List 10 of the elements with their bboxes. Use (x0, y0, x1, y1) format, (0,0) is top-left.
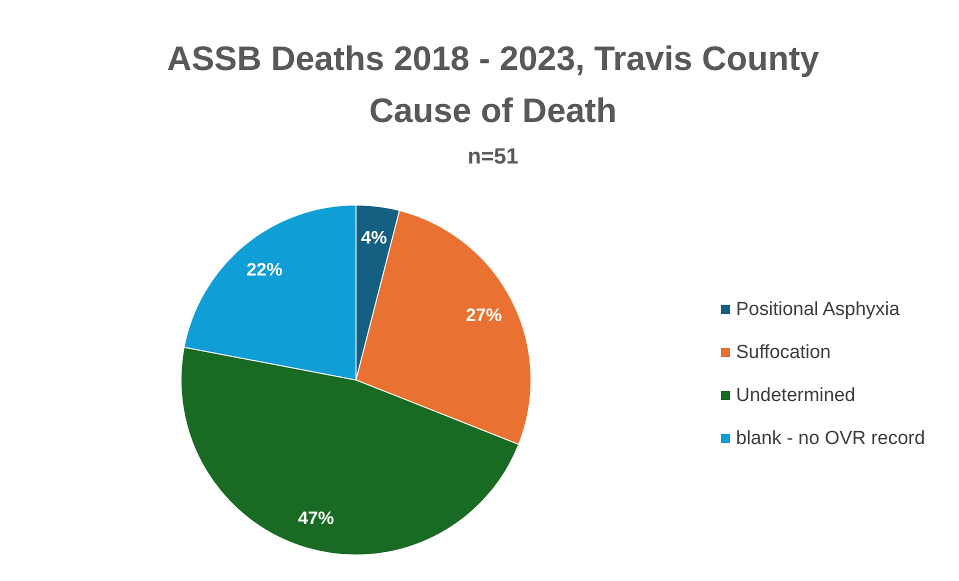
data-label: 22% (246, 259, 283, 280)
legend-label: blank - no OVR record (736, 428, 926, 449)
legend-label: Positional Asphyxia (736, 299, 900, 320)
legend-label: Suffocation (736, 342, 831, 363)
legend-label: Undetermined (736, 385, 856, 406)
chart-title: ASSB Deaths 2018 - 2023, Travis County Cause of Death (167, 40, 820, 130)
data-label: 4% (360, 228, 387, 248)
data-label: 27% (466, 304, 502, 325)
chart-subtitle: n=51 (468, 144, 518, 168)
data-label: 47% (298, 508, 334, 528)
